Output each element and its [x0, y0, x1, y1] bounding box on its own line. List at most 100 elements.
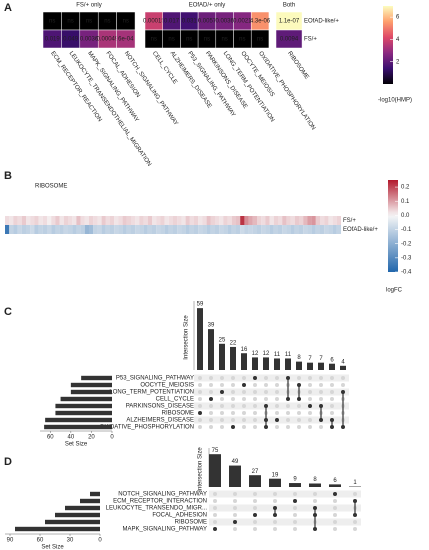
heatmap-cell [328, 216, 333, 225]
heatmap-cell [89, 225, 94, 234]
matrix-dot [353, 499, 357, 503]
set-size-title: Set Size [65, 442, 88, 448]
set-size-bar [81, 375, 112, 381]
row-label: EOfAD-like/+ [343, 227, 378, 233]
set-label: ALZHEIMERS_DISEASE [126, 418, 194, 424]
matrix-dot-empty [209, 376, 213, 380]
colorbar-title: logFC [386, 288, 403, 294]
heatmap-cell [252, 225, 258, 234]
heatmap-cell [189, 216, 195, 225]
matrix-dot-empty [213, 506, 217, 510]
matrix-dot [253, 513, 257, 517]
heatmap-cell [89, 216, 94, 225]
group-title: RIBOSOME [35, 184, 67, 190]
matrix-dot-empty [273, 520, 277, 524]
matrix-dot-empty [198, 376, 202, 380]
heatmap-cell [13, 216, 18, 225]
row-label: FS/+ [343, 218, 356, 224]
row-shade [209, 518, 361, 526]
heatmap-cell [257, 225, 262, 234]
intersection-bar [309, 483, 321, 487]
heatmap-cell [275, 29, 303, 49]
matrix-dot-empty [341, 383, 345, 387]
heatmap-cell [269, 225, 274, 234]
heatmap-cell [215, 216, 220, 225]
heatmap-cell [84, 216, 90, 225]
matrix-dot [341, 390, 345, 394]
set-size-tick-label: 20 [88, 435, 95, 441]
heatmap-cell [147, 216, 153, 225]
matrix-dot [313, 506, 317, 510]
matrix-dot-empty [198, 383, 202, 387]
matrix-dot-empty [319, 425, 323, 429]
heatmap-cell [273, 225, 279, 234]
heatmap-cell [38, 225, 43, 234]
matrix-dot [286, 376, 290, 380]
matrix-dot-empty [286, 418, 290, 422]
matrix-dot-empty [209, 411, 213, 415]
matrix-dot-empty [297, 418, 301, 422]
heatmap-cell [231, 225, 237, 234]
matrix-dot-empty [319, 376, 323, 380]
matrix-dot [353, 513, 357, 517]
cell-label: 0.0036 [80, 37, 99, 43]
heatmap-cell [118, 225, 123, 234]
heatmap-cell [76, 216, 81, 225]
heatmap-cell [244, 225, 249, 234]
heatmap-cell [116, 29, 136, 49]
heatmap-cell [185, 216, 190, 225]
set-size-bar [60, 396, 112, 402]
heatmap-cell [189, 225, 195, 234]
heatmap-cell [236, 225, 241, 234]
heatmap-cell [286, 225, 291, 234]
matrix-dot-empty [253, 418, 257, 422]
heatmap-cell [80, 225, 85, 234]
matrix-dot-empty [293, 513, 297, 517]
colorbar-title: -log10(HMP) [378, 98, 412, 104]
matrix-dot-empty [308, 411, 312, 415]
matrix-dot-empty [333, 527, 337, 531]
heatmap-cell [210, 216, 216, 225]
matrix-dot-empty [209, 383, 213, 387]
intersection-bar [274, 358, 280, 370]
heatmap-cell [139, 216, 144, 225]
group-title: FS/+ only [76, 3, 102, 9]
matrix-dot-empty [233, 506, 237, 510]
bar-value-label: 11 [274, 352, 281, 358]
heatmap-cell [265, 225, 270, 234]
colorbar-tick-label: -0.4 [401, 270, 412, 276]
heatmap-cell [181, 216, 186, 225]
matrix-dot-empty [213, 513, 217, 517]
bar-value-label: 12 [252, 351, 259, 357]
matrix-dot [231, 425, 235, 429]
matrix-dot-empty [308, 425, 312, 429]
matrix-dot-empty [313, 499, 317, 503]
bar-value-label: 12 [263, 351, 270, 357]
cell-label: 0.0036 [215, 19, 234, 25]
heatmap-cell [315, 225, 321, 234]
heatmap-cell [198, 216, 203, 225]
heatmap-cell [311, 225, 316, 234]
heatmap-cell [206, 225, 211, 234]
colorbar-tick-label: -0.1 [401, 227, 412, 233]
matrix-dot [242, 383, 246, 387]
cell-label: 1.1e-07 [279, 19, 300, 25]
matrix-dot-empty [213, 520, 217, 524]
heatmap-cell [299, 216, 304, 225]
cell-label: ns [123, 19, 129, 25]
heatmap-cell [240, 225, 245, 234]
matrix-dot-empty [253, 404, 257, 408]
heatmap-cell [261, 225, 266, 234]
heatmap-cell [139, 225, 144, 234]
matrix-dot-empty [293, 506, 297, 510]
set-size-tick-label: 90 [7, 538, 14, 544]
heatmap-cell [47, 225, 52, 234]
cell-label: ns [239, 37, 245, 43]
matrix-dot-empty [253, 397, 257, 401]
heatmap-cell [143, 216, 148, 225]
matrix-dot-empty [253, 425, 257, 429]
matrix-dot-empty [242, 425, 246, 429]
matrix-dot [330, 425, 334, 429]
matrix-dot-empty [209, 418, 213, 422]
matrix-dot-empty [333, 513, 337, 517]
